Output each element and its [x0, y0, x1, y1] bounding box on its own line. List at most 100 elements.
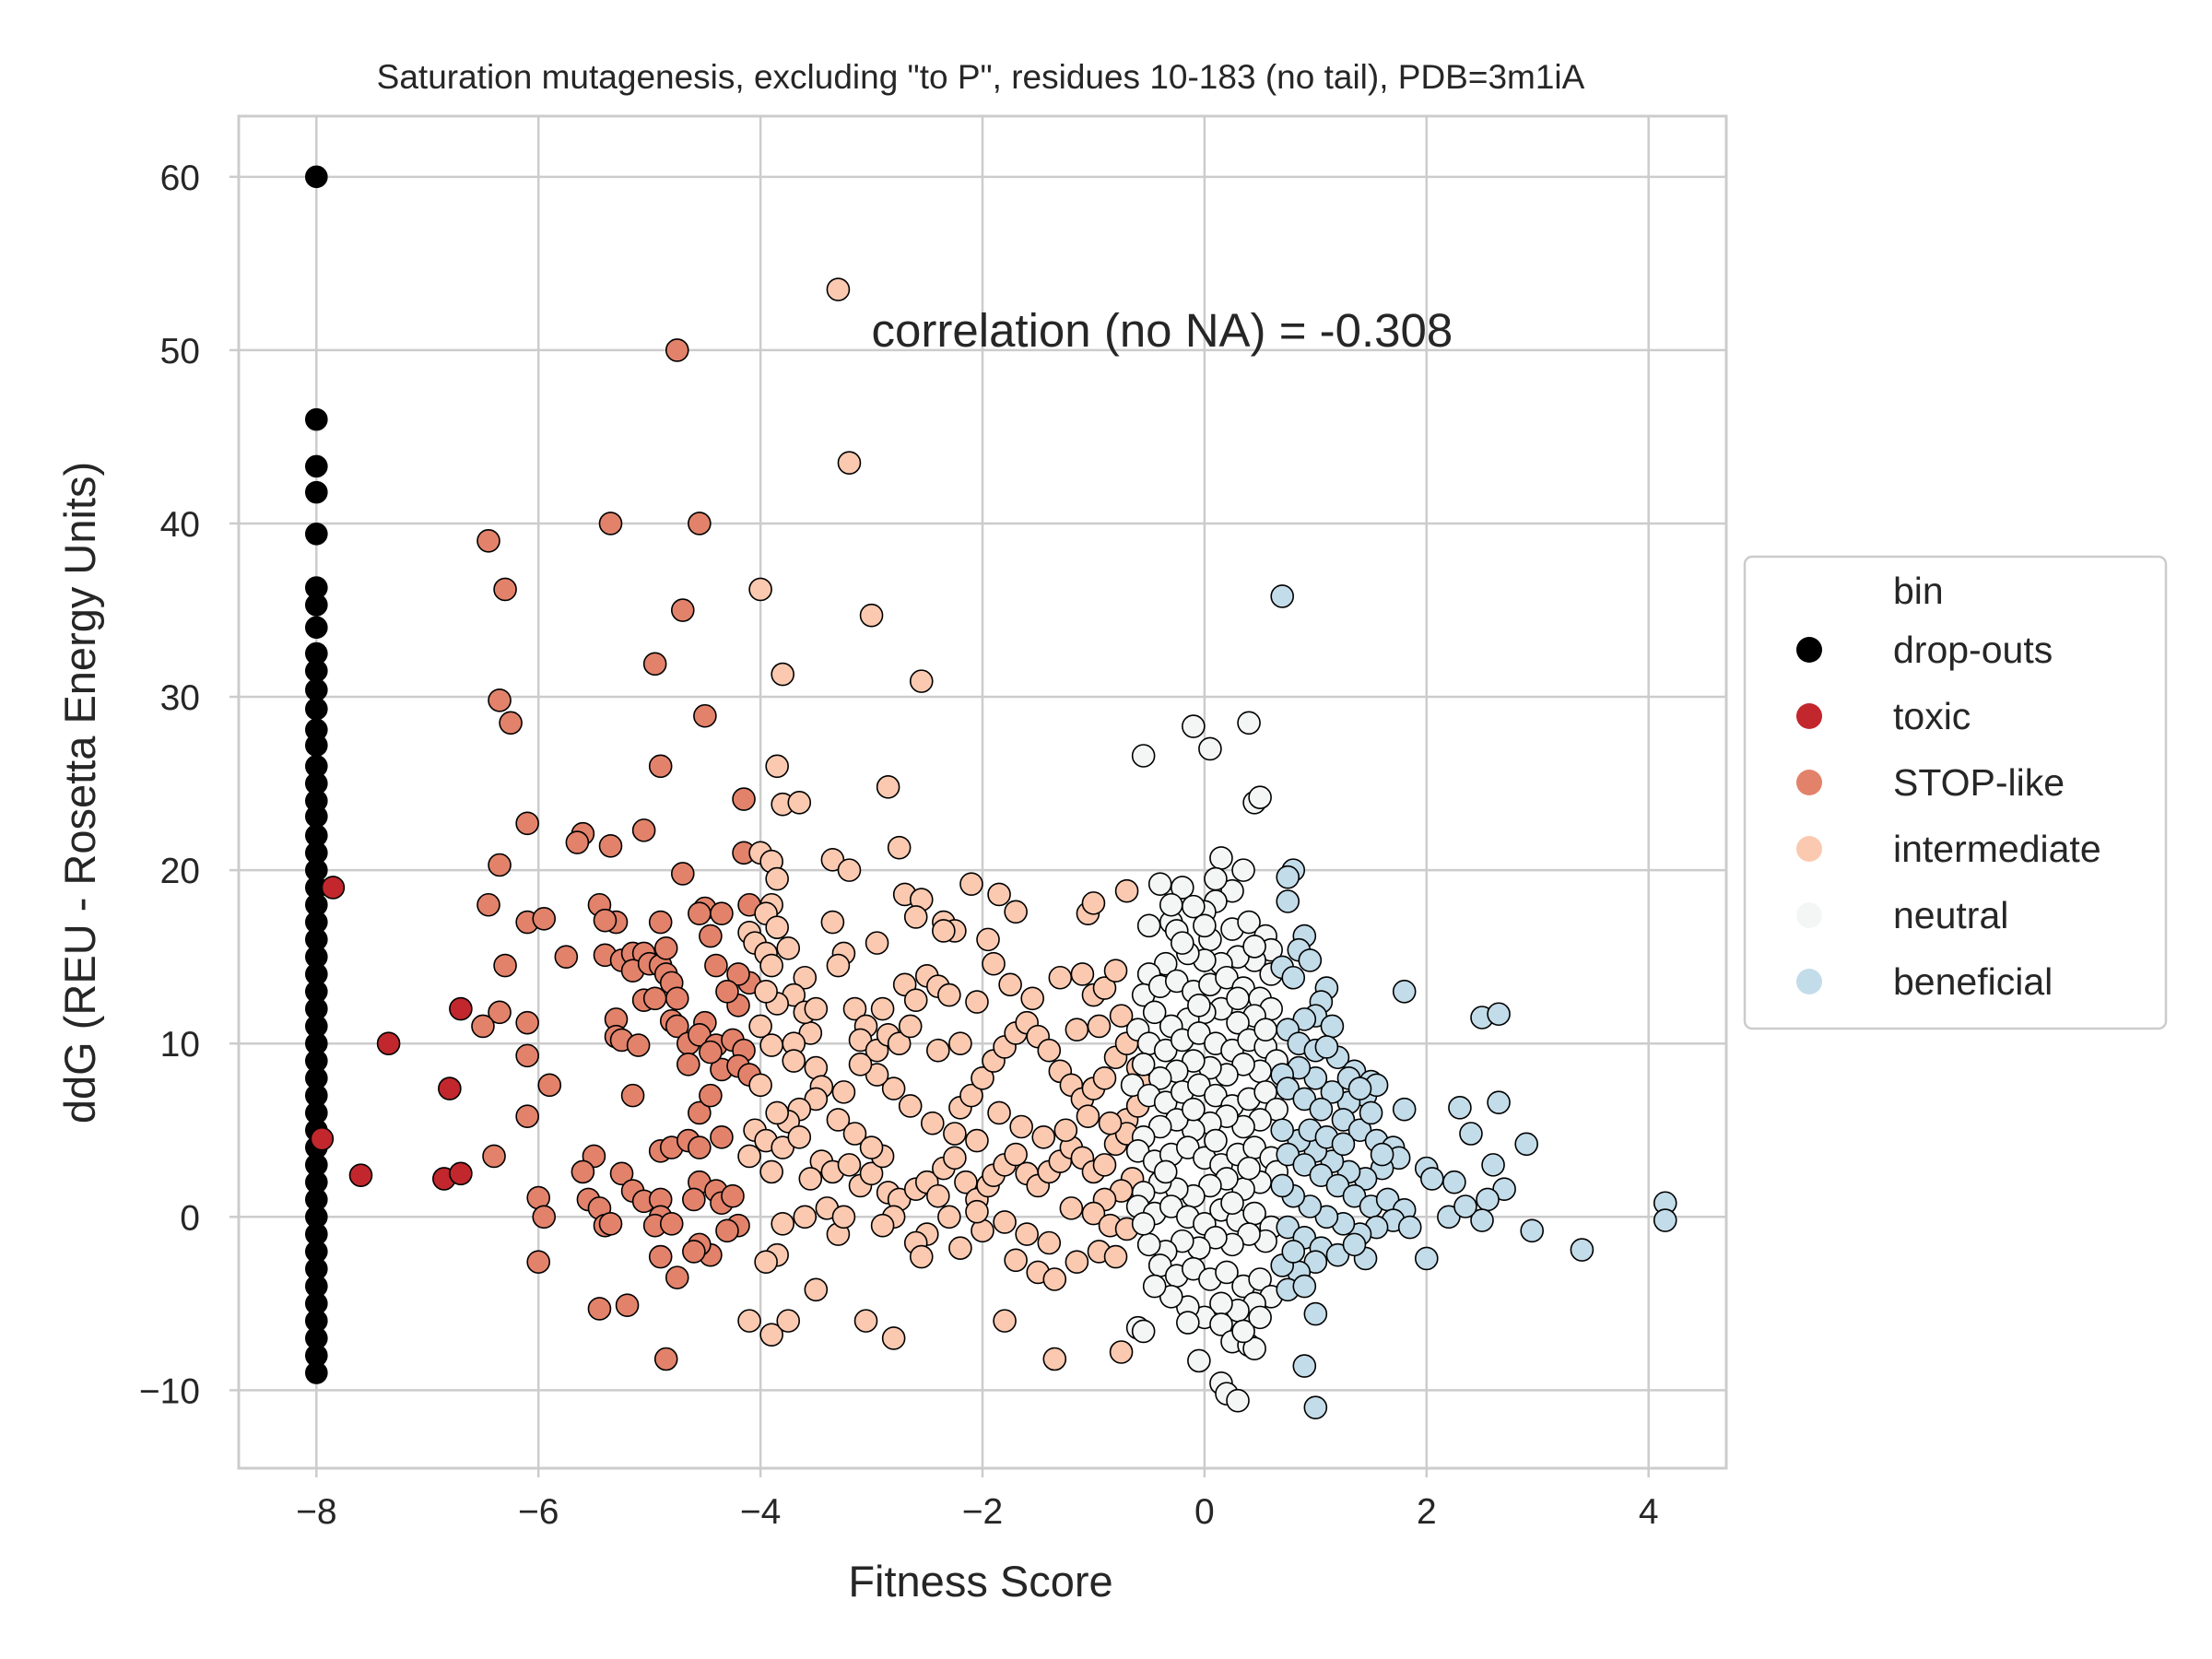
data-point — [515, 811, 539, 836]
data-point — [593, 908, 618, 933]
data-point — [1292, 1087, 1317, 1112]
x-axis-label: Fitness Score — [848, 1557, 1112, 1606]
data-point — [1270, 584, 1295, 608]
data-point — [688, 512, 712, 535]
data-point — [670, 862, 695, 886]
data-point — [515, 1043, 539, 1068]
data-point — [1070, 962, 1095, 986]
data-point — [982, 951, 1006, 976]
data-point — [842, 1122, 867, 1146]
data-point — [926, 1183, 950, 1208]
data-point — [1114, 878, 1139, 903]
data-point — [609, 1161, 634, 1186]
data-point — [305, 697, 328, 721]
data-point — [1187, 1021, 1211, 1045]
data-point — [1570, 1238, 1594, 1262]
data-point — [321, 876, 346, 900]
data-point — [1220, 878, 1244, 903]
data-point — [881, 1077, 906, 1100]
x-tick-label: 0 — [1194, 1492, 1215, 1532]
grid — [239, 116, 1726, 1468]
data-point — [1331, 1108, 1356, 1132]
data-point — [1448, 1096, 1472, 1120]
data-point — [1242, 935, 1266, 959]
data-point — [376, 1031, 401, 1056]
data-point — [776, 935, 801, 960]
data-point — [721, 1183, 745, 1208]
data-point — [1520, 1218, 1545, 1243]
data-point — [1215, 965, 1239, 990]
data-point — [1204, 866, 1228, 891]
data-point — [499, 711, 523, 735]
data-point — [704, 953, 728, 978]
data-point — [765, 915, 789, 940]
data-point — [1492, 1177, 1516, 1201]
data-point — [771, 662, 794, 687]
data-point — [1053, 1118, 1078, 1143]
data-point — [305, 1361, 328, 1384]
data-point — [943, 1146, 967, 1171]
data-point — [1220, 1191, 1244, 1216]
data-point — [971, 1066, 994, 1090]
data-point — [1187, 1348, 1211, 1373]
data-point — [1092, 1153, 1117, 1177]
x-tick-label: −4 — [740, 1492, 781, 1532]
data-point — [948, 1031, 972, 1056]
data-point — [1031, 1124, 1056, 1149]
data-point — [710, 1124, 734, 1149]
data-point — [1153, 1159, 1178, 1184]
data-point — [699, 1083, 723, 1108]
legend-marker — [1796, 703, 1822, 729]
plot-frame — [237, 114, 1728, 1470]
data-point — [887, 835, 912, 860]
data-point — [1147, 872, 1172, 896]
data-point — [1242, 1336, 1266, 1361]
data-point — [870, 1213, 895, 1238]
data-point — [488, 853, 512, 877]
data-point — [1076, 1104, 1100, 1129]
data-point — [688, 1100, 712, 1125]
data-point — [1442, 1170, 1466, 1194]
data-point — [820, 910, 845, 935]
data-point — [1048, 965, 1073, 990]
data-point — [659, 1212, 684, 1236]
data-point — [1309, 1163, 1334, 1187]
data-point — [532, 906, 557, 931]
data-point — [726, 962, 750, 986]
data-point — [682, 1240, 706, 1264]
scatter-points — [305, 165, 1677, 1419]
data-point — [1159, 892, 1183, 917]
data-point — [965, 1199, 989, 1224]
data-point — [1325, 1173, 1350, 1198]
data-point — [1514, 1132, 1538, 1157]
data-point — [305, 165, 328, 189]
data-point — [648, 754, 673, 779]
data-point — [1209, 846, 1233, 870]
data-point — [737, 1144, 761, 1169]
data-point — [1276, 1142, 1300, 1167]
data-point — [937, 982, 961, 1007]
data-point — [1171, 1229, 1194, 1253]
data-point — [1120, 1073, 1145, 1098]
data-point — [937, 1205, 961, 1230]
data-point — [1187, 1073, 1211, 1098]
data-point — [754, 979, 778, 1004]
legend-label: beneficial — [1893, 960, 2053, 1003]
series-beneficial — [1270, 584, 1677, 1419]
data-point — [305, 734, 328, 758]
data-point — [348, 1163, 373, 1187]
data-point — [665, 338, 689, 362]
data-point — [1476, 1187, 1500, 1212]
data-point — [1270, 1118, 1295, 1143]
data-point — [532, 1205, 557, 1230]
data-point — [305, 594, 328, 617]
data-point — [859, 1135, 884, 1159]
data-point — [793, 965, 818, 990]
data-point — [1281, 1240, 1306, 1264]
data-point — [959, 872, 983, 896]
data-point — [943, 1122, 967, 1146]
data-point — [477, 528, 500, 553]
data-point — [1331, 1132, 1356, 1157]
data-point — [670, 598, 695, 622]
data-point — [688, 1135, 712, 1159]
